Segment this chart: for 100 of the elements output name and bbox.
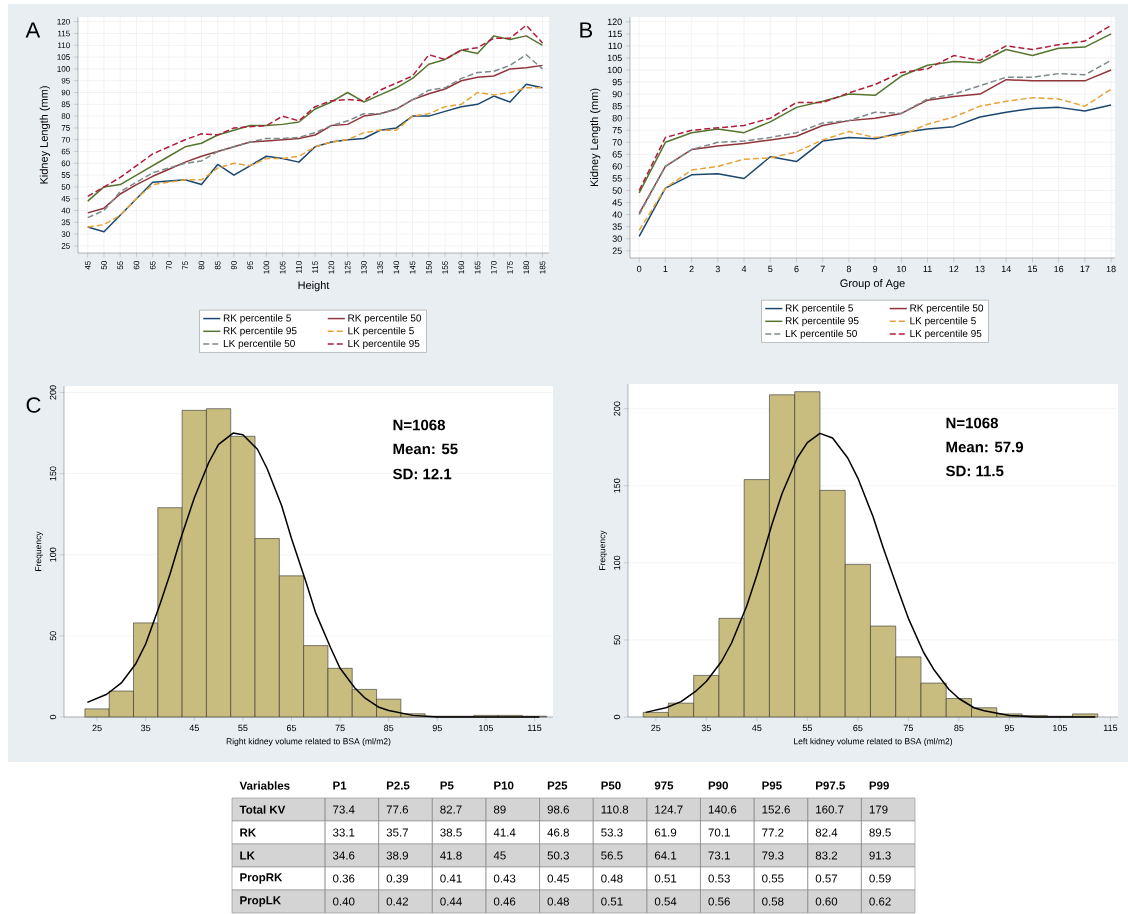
x-axis-title: Left kidney volume related to BSA (ml/m2) [794,738,953,746]
x-tick-label: 95 [432,724,442,732]
x-tick-label: 45 [752,724,762,732]
text: Variables [239,781,290,790]
y-tick-label: 60 [612,163,622,170]
y-tick-label: 105 [607,54,622,62]
x-tick-label: 145 [409,261,416,274]
annotation: N=1068 [393,419,446,431]
category-label: RK [240,828,257,837]
y-tick-label: 95 [612,78,622,86]
text: 124.7 [655,805,683,814]
text: 38.9 [386,851,409,860]
y-tick-label: 80 [61,113,70,119]
text: 89.5 [869,828,891,837]
text: 0.62 [869,897,891,906]
y-tick-label: 55 [612,175,622,182]
y-tick-label: 55 [61,172,70,178]
y-tick-label: 150 [49,466,57,481]
y-tick-label: 150 [613,478,621,493]
x-tick-label: 70 [166,261,172,270]
x-tick-label: 95 [1004,724,1015,732]
text: 0.54 [654,897,677,906]
x-tick-label: 35 [141,724,151,732]
x-tick-label: 80 [198,261,205,270]
category-label: P97.5 [816,781,845,790]
x-tick-label: 5 [768,265,773,273]
x-tick-label: 135 [377,261,383,274]
x-tick-label: 115 [312,261,318,273]
y-axis-title: Frequency [599,530,607,570]
x-tick-label: 65 [286,724,297,732]
y-tick-label: 95 [61,77,70,84]
x-tick-label: 140 [393,261,400,274]
y-tick-label: 25 [612,247,622,254]
x-tick-label: 45 [189,724,199,732]
y-tick-label: 25 [61,243,70,249]
x-tick-label: 65 [853,724,863,732]
x-tick-label: 35 [701,724,711,732]
y-tick-label: 100 [607,66,622,74]
text: 0.40 [332,897,355,906]
x-tick-label: 105 [479,724,494,732]
text: 0.58 [762,897,784,906]
text: 0.42 [386,897,408,906]
text: 0.51 [601,897,623,906]
y-tick-label: 75 [612,127,622,134]
legend-label: LK percentile 95 [910,329,982,339]
y-tick-label: 100 [49,547,57,562]
category-label: 975 [654,781,674,790]
text: 33.1 [332,828,355,837]
text: 0.53 [708,874,730,883]
annotation: Mean: 57.9 [946,441,1024,453]
y-tick-label: 115 [58,30,70,37]
x-tick-label: 12 [949,265,959,273]
y-tick-label: 200 [49,385,57,400]
y-tick-label: 75 [61,125,70,131]
x-tick-label: 185 [539,261,546,274]
annotation: SD: 11.5 [945,465,1004,477]
y-tick-label: 90 [612,90,622,98]
y-tick-label: 45 [612,199,622,206]
text: 140.6 [708,805,737,814]
x-tick-label: 15 [1028,265,1038,273]
y-tick-label: 65 [612,151,622,158]
x-tick-label: 75 [903,724,913,732]
text: 0.55 [762,874,784,883]
x-tick-label: 2 [689,265,694,273]
x-tick-label: 115 [528,724,542,732]
legend-label: RK percentile 95 [785,316,859,327]
legend-label: RK percentile 5 [223,314,291,324]
y-tick-label: 40 [612,211,622,218]
legend-label: LK percentile 5 [348,326,414,337]
x-tick-label: 170 [490,261,497,274]
category-label: PropLK [240,896,281,907]
text: 79.3 [762,851,784,860]
text: 98.6 [547,805,569,814]
text: 38.5 [440,828,462,837]
y-tick-label: 70 [612,139,622,146]
x-tick-label: 75 [335,724,345,732]
text: 70.1 [708,828,730,837]
text: 160.7 [816,805,844,814]
legend-label: RK percentile 95 [223,326,297,337]
x-axis-title: Right kidney volume related to BSA (ml/m2) [226,738,391,746]
category-label: Total KV [239,805,286,814]
y-tick-label: 110 [608,42,622,50]
y-tick-label: 85 [612,102,622,110]
legend-label: LK percentile 50 [785,329,857,339]
text: 53.3 [601,828,623,837]
text: 73.1 [708,851,730,860]
x-tick-label: 1 [663,265,668,272]
y-tick-label: 0 [613,714,621,720]
text: 82.4 [815,828,838,837]
x-tick-label: 90 [231,261,237,270]
y-tick-label: 50 [613,635,621,645]
category-label: P1 [333,781,347,790]
category-label: P25 [547,781,568,790]
text: 41.8 [440,851,462,860]
y-tick-label: 100 [57,66,70,72]
x-tick-label: 11 [923,265,932,272]
text: 61.9 [654,828,677,837]
y-tick-label: 70 [61,136,70,143]
text: 91.3 [869,851,891,860]
x-tick-label: 75 [182,261,188,270]
